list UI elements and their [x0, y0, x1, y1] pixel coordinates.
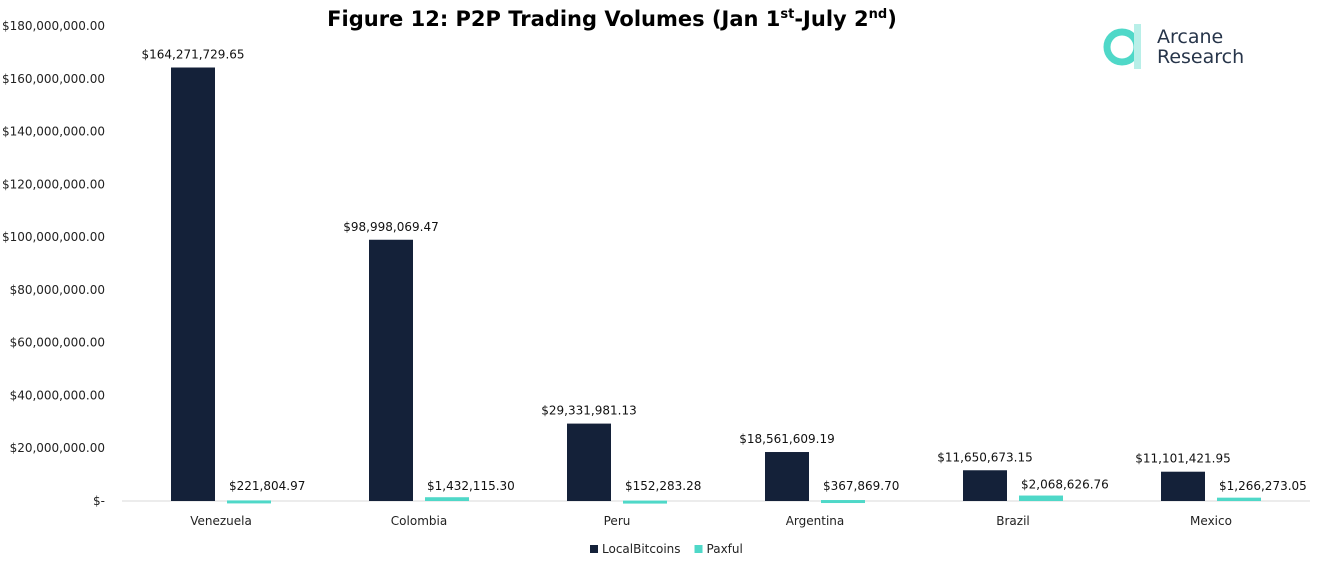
data-label: $164,271,729.65 [141, 48, 244, 62]
y-axis: $- $20,000,000.00 $40,000,000.00 $60,000,00… [2, 19, 105, 508]
bar-localbitcoins [963, 470, 1007, 501]
x-tick-label: Peru [604, 514, 631, 528]
y-tick-label: $40,000,000.00 [10, 388, 105, 402]
y-tick-label: $60,000,000.00 [10, 336, 105, 350]
bar-localbitcoins [1161, 471, 1205, 501]
y-tick-label: $100,000,000.00 [2, 230, 105, 244]
data-label: $1,432,115.30 [427, 479, 515, 493]
data-label: $152,283.28 [625, 479, 701, 493]
x-tick-label: Venezuela [190, 514, 252, 528]
data-label: $2,068,626.76 [1021, 478, 1109, 492]
x-tick-label: Brazil [996, 514, 1030, 528]
arcane-research-logo: Arcane Research [1103, 24, 1244, 69]
data-label: $367,869.70 [823, 479, 899, 493]
x-tick-label: Argentina [786, 514, 845, 528]
logo-line1: Arcane [1157, 26, 1223, 48]
bar-paxful [425, 497, 469, 501]
bars: $164,271,729.65 $221,804.97 $98,998,069.47… [141, 48, 1307, 504]
y-tick-label: $80,000,000.00 [10, 283, 105, 297]
legend-swatch [694, 545, 703, 553]
y-tick-label: $- [93, 494, 105, 508]
bar-localbitcoins [171, 67, 215, 501]
x-axis: Venezuela Colombia Peru Argentina Brazil Mexi… [190, 514, 1232, 528]
x-tick-label: Colombia [391, 514, 447, 528]
y-tick-label: $20,000,000.00 [10, 441, 105, 455]
data-label: $18,561,609.19 [739, 432, 834, 446]
bar-paxful [1019, 495, 1063, 501]
data-label: $1,266,273.05 [1219, 479, 1307, 493]
chart-title: Figure 12: P2P Trading Volumes (Jan 1st-… [327, 7, 897, 31]
data-label: $11,650,673.15 [937, 450, 1032, 464]
logo-line2: Research [1157, 46, 1244, 68]
bar-paxful [821, 500, 865, 504]
bar-paxful [227, 500, 271, 504]
y-tick-label: $180,000,000.00 [2, 19, 105, 33]
data-label: $98,998,069.47 [343, 220, 438, 234]
legend-label: Paxful [707, 542, 743, 556]
y-tick-label: $140,000,000.00 [2, 125, 105, 139]
bar-paxful [623, 500, 667, 504]
data-label: $221,804.97 [229, 479, 305, 493]
y-tick-label: $120,000,000.00 [2, 177, 105, 191]
legend-swatch [590, 545, 598, 553]
legend-label: LocalBitcoins [602, 542, 681, 556]
data-label: $29,331,981.13 [541, 404, 636, 418]
bar-localbitcoins [567, 423, 611, 501]
y-tick-label: $160,000,000.00 [2, 72, 105, 86]
legend: LocalBitcoins Paxful [590, 542, 743, 556]
bar-paxful [1217, 497, 1261, 501]
data-label: $11,101,421.95 [1135, 452, 1230, 466]
bar-localbitcoins [765, 452, 809, 501]
x-tick-label: Mexico [1190, 514, 1232, 528]
bar-localbitcoins [369, 239, 413, 501]
